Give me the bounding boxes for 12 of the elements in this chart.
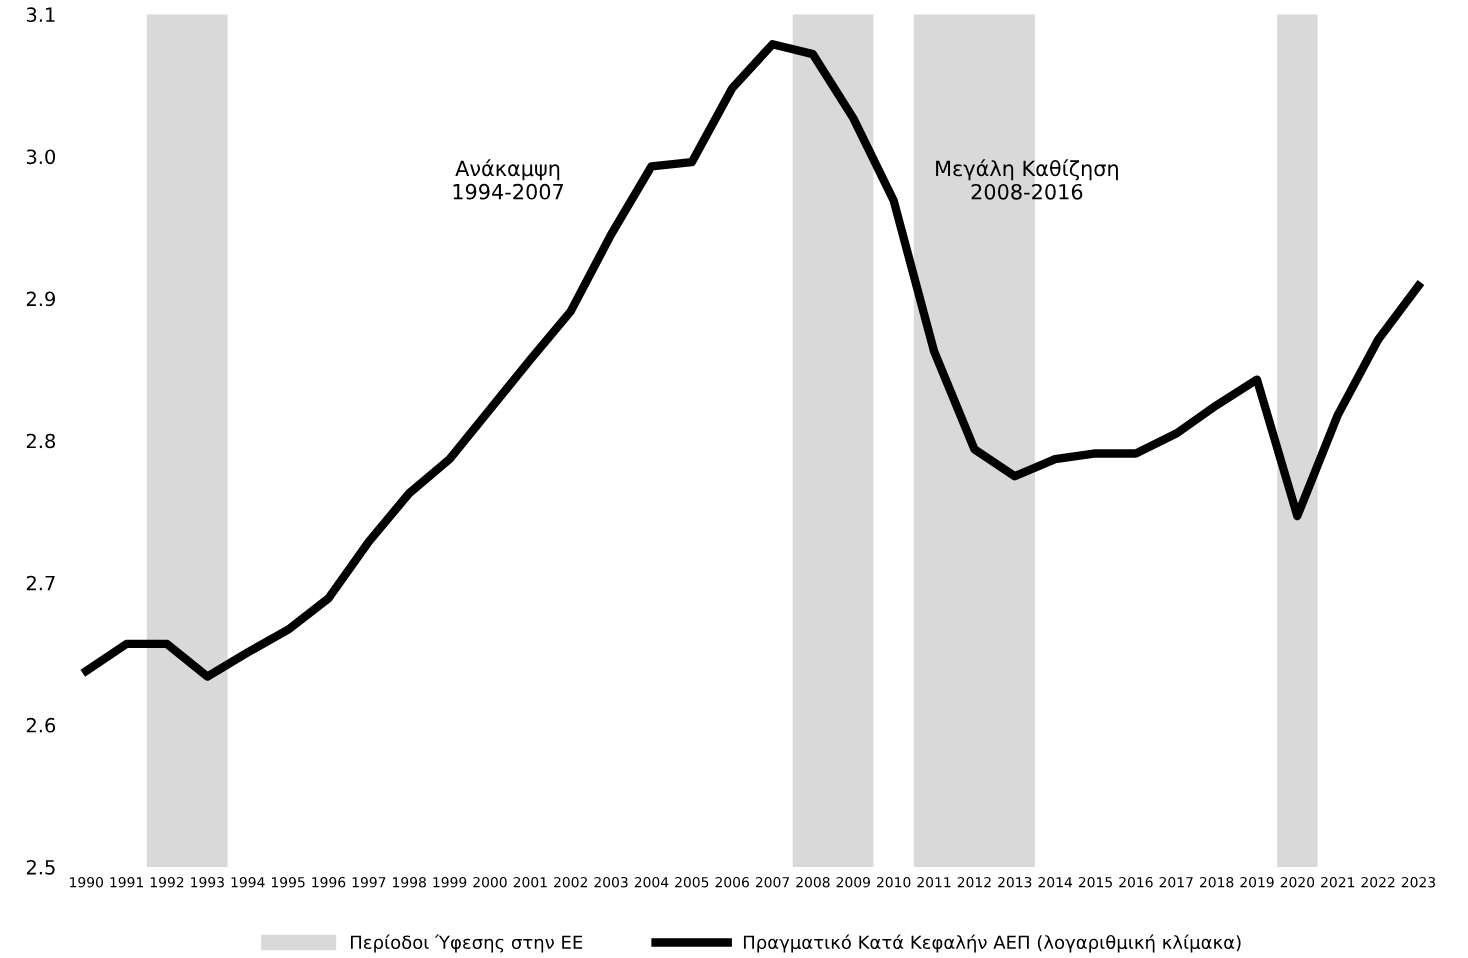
legend-label: Περίοδοι Ύφεσης στην ΕΕ: [350, 934, 583, 953]
y-tick-label: 2.5: [26, 859, 55, 875]
y-tick-label: 2.6: [26, 717, 56, 733]
y-tick-label: 3.0: [26, 149, 56, 165]
y-tick-label: 2.9: [26, 291, 55, 307]
y-tick-label: 2.8: [26, 433, 56, 449]
annotation: Ανάκαμψη 1994-2007: [453, 159, 564, 200]
legend-label: Πραγματικό Κατά Κεφαλήν ΑΕΠ (λογαριθμική κλίμακα): [743, 934, 1241, 953]
y-tick-label: 3.1: [26, 7, 55, 23]
y-tick-label: 2.7: [26, 575, 55, 591]
line-series: [82, 40, 1423, 681]
annotation: Μεγάλη Καθίζηση 2008-2016: [936, 159, 1118, 200]
